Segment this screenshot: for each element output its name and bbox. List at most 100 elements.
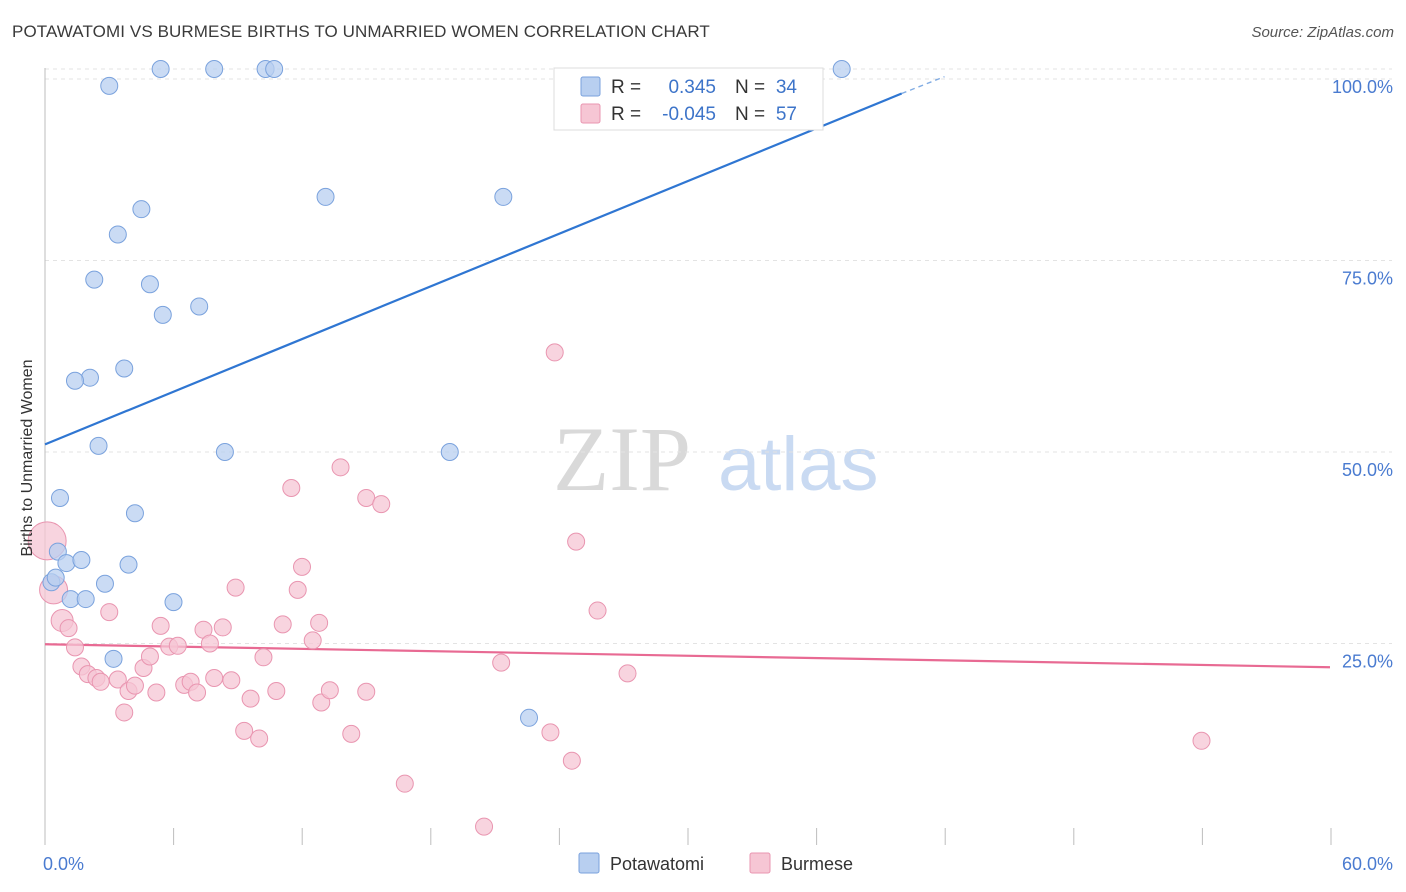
point-burmese xyxy=(303,631,322,650)
point-potawatomi xyxy=(132,200,151,219)
series-legend-label-burmese: Burmese xyxy=(781,854,853,874)
series-legend-swatch-burmese xyxy=(749,852,771,874)
point-burmese xyxy=(288,580,307,599)
axes: 25.0% 50.0% 75.0% 100.0% 0.0% 60.0% xyxy=(43,68,1393,874)
y-tick-label: 25.0% xyxy=(1342,652,1393,672)
trendlines xyxy=(44,76,1331,669)
point-burmese xyxy=(475,817,494,836)
point-potawatomi xyxy=(57,554,76,573)
point-potawatomi xyxy=(85,270,104,289)
point-potawatomi xyxy=(100,76,119,95)
point-potawatomi xyxy=(265,60,284,78)
point-burmese xyxy=(151,616,170,635)
legend-swatch-burmese xyxy=(580,103,601,124)
chart-title: POTAWATOMI VS BURMESE BIRTHS TO UNMARRIE… xyxy=(12,22,710,41)
point-burmese xyxy=(293,557,311,576)
point-potawatomi xyxy=(440,443,459,461)
data-points xyxy=(27,60,1211,836)
point-burmese xyxy=(331,458,350,477)
point-burmese xyxy=(168,636,187,655)
point-burmese xyxy=(588,601,607,620)
series-legend-label-potawatomi: Potawatomi xyxy=(610,854,704,874)
point-potawatomi xyxy=(153,305,172,324)
point-burmese xyxy=(213,618,232,637)
source-label: Source: ZipAtlas.com xyxy=(1251,24,1394,41)
point-potawatomi xyxy=(89,436,108,455)
point-burmese xyxy=(100,603,119,622)
watermark-atlas: atlas xyxy=(718,422,879,507)
legend-n-value-1: 34 xyxy=(776,77,798,98)
point-burmese xyxy=(91,672,110,691)
y-tick-label: 50.0% xyxy=(1342,460,1393,480)
y-tick-label: 100.0% xyxy=(1332,77,1393,97)
point-potawatomi xyxy=(80,368,99,387)
point-burmese xyxy=(235,721,254,740)
point-burmese xyxy=(312,693,331,712)
watermark-zip: ZIP xyxy=(553,408,691,510)
point-potawatomi xyxy=(50,488,69,507)
point-burmese xyxy=(188,683,207,702)
point-potawatomi xyxy=(164,593,183,612)
point-burmese xyxy=(250,729,269,748)
point-burmese xyxy=(108,670,127,689)
trendline-potawatomi xyxy=(44,92,903,446)
point-potawatomi xyxy=(61,590,80,609)
point-burmese xyxy=(395,774,414,793)
point-burmese xyxy=(226,578,245,597)
point-burmese xyxy=(618,664,637,683)
point-burmese xyxy=(125,676,144,695)
point-burmese xyxy=(59,619,78,638)
point-potawatomi xyxy=(72,551,91,570)
point-burmese xyxy=(140,647,159,666)
point-burmese xyxy=(200,634,219,653)
series-legend-swatch-potawatomi xyxy=(578,852,600,874)
watermark: ZIP atlas xyxy=(553,408,879,510)
point-potawatomi xyxy=(119,555,138,574)
point-potawatomi xyxy=(104,649,123,668)
point-burmese xyxy=(310,613,329,632)
point-potawatomi xyxy=(65,371,84,390)
point-potawatomi xyxy=(494,187,513,206)
point-burmese xyxy=(1192,731,1211,750)
point-potawatomi xyxy=(125,504,144,523)
point-potawatomi xyxy=(151,60,170,78)
point-burmese xyxy=(282,479,301,498)
y-tick-label: 75.0% xyxy=(1342,269,1393,289)
point-burmese xyxy=(65,638,84,657)
trendline-potawatomi-extension xyxy=(901,76,945,95)
x-tick-label: 0.0% xyxy=(43,854,84,874)
point-potawatomi xyxy=(115,359,134,378)
legend-n-label-2: N = xyxy=(735,104,765,125)
point-burmese xyxy=(562,751,581,770)
point-burmese xyxy=(273,615,292,634)
point-potawatomi xyxy=(316,187,335,206)
point-potawatomi xyxy=(95,574,114,593)
legend-n-value-2: 57 xyxy=(776,104,797,125)
point-burmese xyxy=(342,724,361,743)
point-burmese xyxy=(205,668,224,687)
point-burmese xyxy=(222,671,241,690)
legend-r-label-1: R = xyxy=(611,77,641,98)
point-burmese xyxy=(567,532,586,551)
point-burmese xyxy=(541,723,560,742)
y-axis-label: Births to Unmarried Women xyxy=(19,359,36,556)
point-potawatomi xyxy=(76,590,95,609)
legend-r-value-1: 0.345 xyxy=(668,77,716,98)
point-potawatomi xyxy=(832,60,851,78)
point-burmese xyxy=(492,653,511,672)
point-burmese xyxy=(115,703,134,722)
legend-r-label-2: R = xyxy=(611,104,641,125)
point-potawatomi xyxy=(190,297,209,316)
point-potawatomi xyxy=(108,225,127,244)
legend-swatch-potawatomi xyxy=(580,76,601,97)
point-potawatomi xyxy=(205,60,224,78)
correlation-legend: R = 0.345 N = 34 R = -0.045 N = 57 xyxy=(553,67,824,131)
point-potawatomi xyxy=(140,275,159,294)
grid xyxy=(45,68,1392,644)
point-potawatomi xyxy=(46,568,65,587)
point-potawatomi xyxy=(520,708,539,727)
trendline-burmese xyxy=(44,643,1331,669)
x-tick-label: 60.0% xyxy=(1342,854,1393,874)
series-legend: Potawatomi Burmese xyxy=(578,852,853,874)
